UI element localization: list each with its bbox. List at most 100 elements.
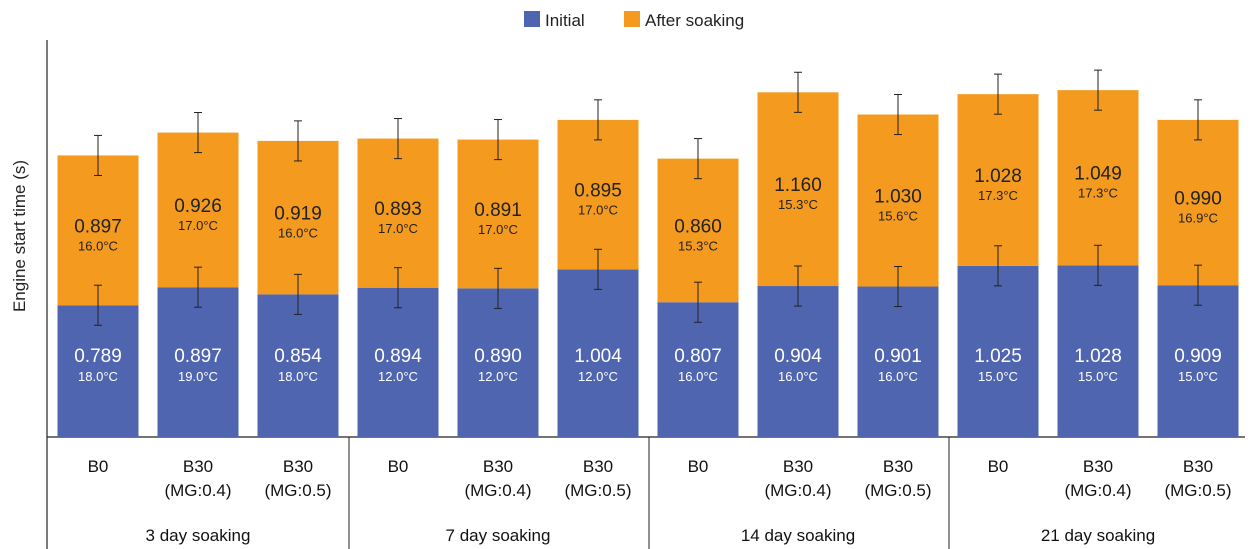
bar-after-soaking [257,140,339,295]
temperature-label-initial: 18.0°C [278,369,318,384]
group-label: 14 day soaking [741,526,855,545]
bar-initial [657,302,739,437]
x-tick-label: B30 [483,457,513,476]
data-label-after-soaking: 0.893 [374,199,422,220]
legend-swatch-after-soaking [624,11,640,27]
data-label-after-soaking: 0.919 [274,204,322,225]
data-label-after-soaking: 0.891 [474,200,522,221]
data-label-initial: 1.004 [574,346,622,367]
temperature-label-after-soaking: 16.9°C [1178,211,1218,226]
data-label-after-soaking: 1.030 [874,187,922,208]
x-tick-label: B30 [283,457,313,476]
group-label: 7 day soaking [446,526,551,545]
x-tick-label-sub: (MG:0.5) [564,481,631,500]
data-label-after-soaking: 1.028 [974,166,1022,187]
bar-after-soaking [357,138,439,288]
bar-initial [457,288,539,437]
x-tick-label-sub: (MG:0.4) [764,481,831,500]
data-label-after-soaking: 0.990 [1174,189,1222,210]
data-label-initial: 0.789 [74,346,122,367]
bar-initial [257,294,339,437]
bar-after-soaking [157,132,239,288]
data-label-initial: 0.897 [174,346,222,367]
data-label-after-soaking: 0.897 [74,216,122,237]
legend-label-initial: Initial [545,11,585,30]
temperature-label-after-soaking: 17.3°C [1078,186,1118,201]
data-label-initial: 0.890 [474,346,522,367]
bar-initial [1057,265,1139,437]
temperature-label-after-soaking: 17.3°C [978,188,1018,203]
x-tick-label: B0 [688,457,709,476]
bar-after-soaking [757,92,839,287]
temperature-label-initial: 12.0°C [378,369,418,384]
temperature-label-initial: 15.0°C [978,369,1018,384]
legend-swatch-initial [524,11,540,27]
data-label-after-soaking: 0.926 [174,196,222,217]
bar-after-soaking [1157,119,1239,286]
data-label-initial: 0.807 [674,346,722,367]
x-tick-label-sub: (MG:0.5) [264,481,331,500]
data-label-initial: 0.904 [774,346,822,367]
bar-initial [357,287,439,437]
data-label-after-soaking: 0.895 [574,181,622,202]
data-label-after-soaking: 1.160 [774,175,822,196]
x-tick-label: B30 [183,457,213,476]
x-tick-label: B30 [783,457,813,476]
data-label-initial: 0.854 [274,346,322,367]
plot-area: 0.78918.0°C0.89716.0°CB00.89719.0°C0.926… [46,40,1245,549]
bar-after-soaking [857,114,939,287]
data-label-initial: 0.901 [874,346,922,367]
temperature-label-after-soaking: 16.0°C [278,226,318,241]
x-tick-label: B0 [988,457,1009,476]
temperature-label-initial: 16.0°C [678,369,718,384]
temperature-label-initial: 19.0°C [178,369,218,384]
legend: Initial After soaking [524,11,744,30]
legend-label-after-soaking: After soaking [645,11,744,30]
x-tick-label-sub: (MG:0.4) [1064,481,1131,500]
temperature-label-after-soaking: 17.0°C [178,218,218,233]
x-tick-label-sub: (MG:0.4) [164,481,231,500]
temperature-label-after-soaking: 16.0°C [78,238,118,253]
bar-after-soaking [1057,90,1139,266]
bar-initial [557,269,639,437]
temperature-label-initial: 15.0°C [1078,369,1118,384]
x-tick-label: B0 [388,457,409,476]
bar-after-soaking [57,155,139,306]
data-label-after-soaking: 0.860 [674,216,722,237]
x-tick-label-sub: (MG:0.5) [1164,481,1231,500]
x-tick-label-sub: (MG:0.5) [864,481,931,500]
bar-initial [857,286,939,437]
temperature-label-initial: 18.0°C [78,369,118,384]
y-axis-label: Engine start time (s) [10,160,29,312]
bar-initial [757,286,839,437]
bar-after-soaking [957,94,1039,266]
data-label-initial: 0.894 [374,346,422,367]
bar-initial [1157,285,1239,437]
bar-after-soaking [457,139,539,289]
x-tick-label-sub: (MG:0.4) [464,481,531,500]
bar-initial [957,265,1039,437]
data-label-initial: 1.025 [974,346,1022,367]
temperature-label-initial: 15.0°C [1178,369,1218,384]
group-label: 21 day soaking [1041,526,1155,545]
x-tick-label: B30 [583,457,613,476]
group-label: 3 day soaking [146,526,251,545]
bar-after-soaking [657,158,739,303]
x-tick-label: B0 [88,457,109,476]
x-tick-label: B30 [1183,457,1213,476]
temperature-label-after-soaking: 15.6°C [878,209,918,224]
data-label-initial: 0.909 [1174,346,1222,367]
temperature-label-after-soaking: 17.0°C [578,203,618,218]
temperature-label-initial: 12.0°C [578,369,618,384]
temperature-label-initial: 16.0°C [878,369,918,384]
x-tick-label: B30 [1083,457,1113,476]
bar-after-soaking [557,119,639,270]
bar-initial [157,287,239,437]
data-label-after-soaking: 1.049 [1074,164,1122,185]
temperature-label-after-soaking: 15.3°C [778,197,818,212]
bar-initial [57,305,139,437]
x-tick-label: B30 [883,457,913,476]
temperature-label-initial: 16.0°C [778,369,818,384]
temperature-label-after-soaking: 15.3°C [678,238,718,253]
